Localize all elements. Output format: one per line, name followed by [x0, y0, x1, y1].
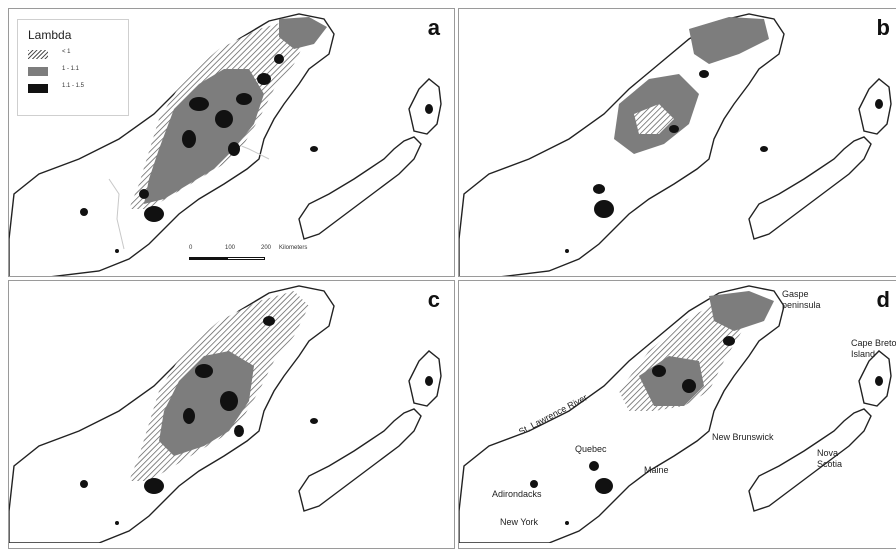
- map-c: [9, 285, 442, 543]
- legend-label: < 1: [62, 49, 71, 55]
- lambda-high-area: [80, 316, 433, 525]
- place-label-gaspe: Gaspe peninsula: [782, 289, 821, 310]
- lambda-high-area: [565, 70, 883, 253]
- nova-scotia-outline: [298, 408, 422, 512]
- place-label-new-york: New York: [500, 517, 539, 527]
- cape-breton-outline: [408, 350, 442, 407]
- legend-label: 1.1 - 1.5: [62, 83, 85, 89]
- lambda-mid-area: [689, 17, 769, 64]
- place-label-cape-breton: Cape Breton Island: [851, 338, 896, 359]
- scale-tick-label: 100: [225, 245, 236, 251]
- scale-bar: 0 100 200 Kilometers: [189, 245, 329, 269]
- cape-breton-outline: [408, 78, 442, 135]
- map-panel-b: b: [458, 8, 896, 277]
- cape-breton-outline: [858, 78, 892, 135]
- lambda-low-area: [634, 104, 674, 134]
- lambda-high-area: [80, 54, 433, 253]
- scale-tick-label: 200: [261, 245, 272, 251]
- scale-segment: [227, 257, 265, 260]
- nova-scotia-outline: [748, 136, 872, 240]
- scale-unit-label: Kilometers: [279, 245, 308, 251]
- panel-letter: a: [427, 15, 440, 40]
- map-content: [459, 13, 892, 276]
- map-a: [9, 13, 442, 276]
- map-content: [9, 285, 442, 543]
- lambda-high-area: [530, 336, 883, 525]
- lambda-mid-area: [144, 69, 264, 204]
- map-d: [459, 285, 892, 543]
- panel-letter: c: [427, 287, 440, 312]
- panel-letter: b: [876, 15, 890, 40]
- legend-swatch: [28, 50, 48, 59]
- legend-title: Lambda: [28, 28, 72, 42]
- map-panel-d: d Gaspe peninsula Cape Breton Island St.…: [458, 280, 896, 549]
- legend-label: 1 - 1.1: [62, 66, 80, 72]
- scale-tick-label: 0: [189, 245, 193, 251]
- map-content: [459, 285, 892, 543]
- map-content: [9, 13, 442, 276]
- map-panel-c: c: [8, 280, 455, 549]
- legend: Lambda < 1 1 - 1.1 1.1 - 1.5: [17, 19, 129, 116]
- legend-swatch: [28, 84, 48, 93]
- scale-segment: [189, 257, 227, 260]
- study-region-outline: [459, 13, 785, 276]
- nova-scotia-outline: [298, 136, 422, 240]
- place-label-adirondacks: Adirondacks: [492, 489, 542, 499]
- place-label-quebec: Quebec: [575, 444, 607, 454]
- place-label-nova-scotia: Nova Scotia: [817, 448, 843, 469]
- lambda-mid-area: [159, 351, 254, 456]
- place-label-maine: Maine: [644, 465, 669, 475]
- lambda-mid-area: [279, 17, 327, 49]
- map-panel-a: Lambda < 1 1 - 1.1 1.1 - 1.5 0 100 200 K…: [8, 8, 455, 277]
- legend-swatch: [28, 67, 48, 76]
- place-label-new-brunswick: New Brunswick: [712, 432, 774, 442]
- nova-scotia-outline: [748, 408, 872, 512]
- cape-breton-outline: [858, 350, 892, 407]
- map-b: [459, 13, 892, 276]
- panel-letter: d: [876, 287, 890, 312]
- lambda-mid-area: [709, 291, 774, 331]
